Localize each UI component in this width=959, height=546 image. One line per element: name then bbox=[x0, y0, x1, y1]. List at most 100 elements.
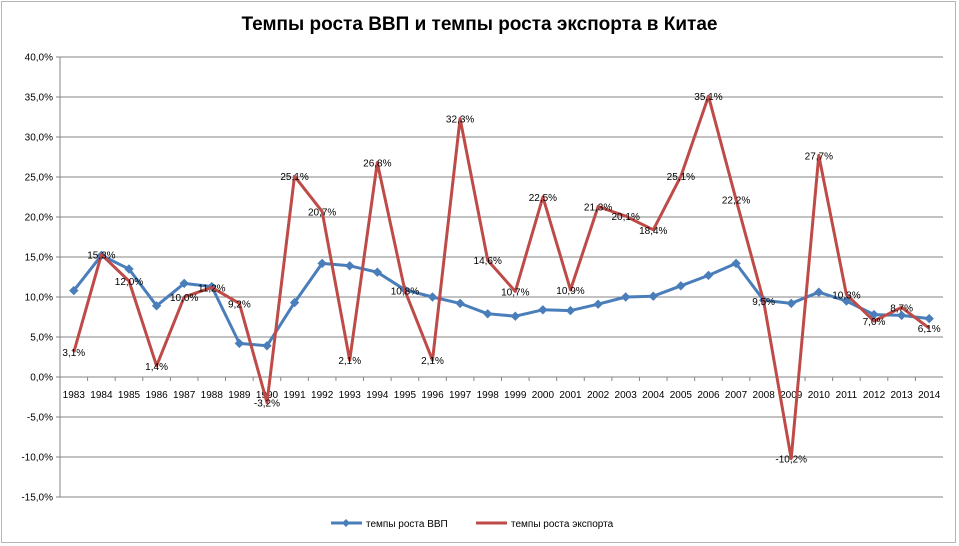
x-tick-label: 1989 bbox=[228, 390, 251, 401]
export-data-label: 11,2% bbox=[198, 283, 226, 294]
gdp-data-point bbox=[151, 301, 162, 311]
gdp-data-point bbox=[262, 341, 272, 351]
x-tick-label: 1985 bbox=[118, 390, 141, 401]
export-data-label: 1,4% bbox=[145, 362, 168, 373]
gdp-data-point bbox=[924, 313, 934, 324]
gdp-data-point bbox=[510, 311, 521, 321]
x-tick-label: 1999 bbox=[504, 390, 527, 401]
gdp-data-point bbox=[427, 292, 438, 302]
export-data-label: 10,7% bbox=[501, 287, 529, 298]
x-tick-label: 2014 bbox=[918, 390, 941, 401]
x-tick-label: 1988 bbox=[201, 390, 224, 401]
gdp-data-point bbox=[124, 264, 134, 274]
export-data-label: 2,1% bbox=[338, 356, 361, 367]
export-data-label: 22,2% bbox=[722, 195, 750, 206]
export-data-label: 12,0% bbox=[115, 277, 143, 288]
export-data-label: 2,1% bbox=[421, 356, 444, 367]
export-data-label: 10,3% bbox=[832, 291, 860, 302]
gdp-data-point bbox=[345, 261, 355, 271]
gdp-data-point bbox=[676, 281, 686, 291]
export-data-label: 3,1% bbox=[62, 348, 85, 359]
y-tick-label: 5,0% bbox=[30, 333, 53, 344]
y-tick-label: 10,0% bbox=[25, 293, 53, 304]
gdp-data-point bbox=[896, 310, 907, 321]
gdp-data-point bbox=[593, 299, 603, 309]
gdp-data-point bbox=[372, 267, 383, 277]
gdp-data-point bbox=[814, 287, 824, 297]
legend-gdp-label: темпы роста ВВП bbox=[366, 519, 448, 530]
y-tick-label: 15,0% bbox=[25, 253, 53, 264]
x-tick-label: 2003 bbox=[615, 390, 638, 401]
y-tick-label: 30,0% bbox=[25, 133, 53, 144]
x-tick-label: 1993 bbox=[339, 390, 362, 401]
export-data-label: 10,8% bbox=[391, 287, 419, 298]
export-data-label: 32,3% bbox=[446, 115, 474, 126]
export-data-label: 20,7% bbox=[308, 207, 336, 218]
y-tick-label: 25,0% bbox=[25, 173, 53, 184]
x-tick-label: 2006 bbox=[697, 390, 720, 401]
x-tick-label: 2009 bbox=[780, 390, 803, 401]
export-data-label: 8,7% bbox=[890, 303, 913, 314]
x-tick-label: 2010 bbox=[808, 390, 831, 401]
x-tick-label: 1991 bbox=[283, 390, 306, 401]
x-tick-label: 2002 bbox=[587, 390, 610, 401]
x-tick-label: 1996 bbox=[421, 390, 444, 401]
x-tick-label: 2008 bbox=[753, 390, 776, 401]
gdp-data-point bbox=[69, 285, 79, 296]
export-data-label: 10,0% bbox=[170, 293, 198, 304]
export-data-label: 21,3% bbox=[584, 203, 612, 214]
gdp-data-point bbox=[703, 270, 714, 281]
chart-title: Темпы роста ВВП и темпы роста экспорта в… bbox=[241, 14, 718, 35]
y-tick-label: 20,0% bbox=[25, 213, 53, 224]
export-data-label: 26,8% bbox=[363, 159, 391, 170]
gdp-data-point bbox=[648, 291, 658, 301]
export-data-label: 22,5% bbox=[529, 193, 557, 204]
x-tick-label: 1995 bbox=[394, 390, 417, 401]
export-data-label: 25,1% bbox=[280, 172, 308, 183]
export-data-label: 15,3% bbox=[87, 251, 115, 262]
x-tick-label: 1984 bbox=[90, 390, 113, 401]
y-tick-label: 40,0% bbox=[25, 53, 53, 64]
gdp-series-line bbox=[72, 253, 930, 348]
x-tick-label: 1987 bbox=[173, 390, 196, 401]
gdp-data-point bbox=[317, 258, 327, 269]
x-tick-label: 2005 bbox=[670, 390, 693, 401]
export-data-label: 7,0% bbox=[863, 317, 886, 328]
x-tick-label: 2001 bbox=[559, 390, 582, 401]
y-tick-label: 35,0% bbox=[25, 93, 53, 104]
export-data-label: 27,7% bbox=[805, 151, 833, 162]
y-tick-label: -15,0% bbox=[21, 493, 53, 504]
gdp-data-point bbox=[731, 258, 741, 269]
x-tick-label: 1992 bbox=[311, 390, 334, 401]
gdp-data-point bbox=[234, 338, 245, 349]
x-tick-label: 2012 bbox=[863, 390, 886, 401]
legend-export-label: темпы роста экспорта bbox=[511, 519, 614, 530]
gdp-data-point bbox=[482, 309, 493, 319]
x-tick-label: 1986 bbox=[145, 390, 168, 401]
x-tick-label: 2007 bbox=[725, 390, 748, 401]
export-data-label: 6,1% bbox=[918, 324, 941, 335]
export-data-label: -3,2% bbox=[254, 399, 280, 410]
x-tick-label: 1994 bbox=[366, 390, 389, 401]
export-data-label: 10,9% bbox=[556, 286, 584, 297]
gdp-data-point bbox=[179, 278, 189, 289]
export-data-label: 18,4% bbox=[639, 226, 667, 237]
x-tick-label: 1983 bbox=[63, 390, 86, 401]
gdp-data-point bbox=[786, 298, 796, 309]
export-series-line bbox=[72, 94, 931, 461]
export-data-label: 25,1% bbox=[667, 172, 695, 183]
x-tick-label: 2011 bbox=[836, 390, 858, 401]
x-tick-label: 1997 bbox=[449, 390, 472, 401]
x-tick-label: 1998 bbox=[477, 390, 500, 401]
export-data-label: 35,1% bbox=[694, 92, 722, 103]
x-tick-label: 2000 bbox=[532, 390, 555, 401]
export-data-label: 9,5% bbox=[752, 297, 775, 308]
gdp-data-point bbox=[565, 305, 576, 316]
gdp-data-point bbox=[620, 292, 631, 302]
gdp-data-point bbox=[841, 296, 852, 306]
x-tick-label: 2004 bbox=[642, 390, 665, 401]
legend-gdp-marker bbox=[342, 519, 350, 527]
y-tick-label: -5,0% bbox=[27, 413, 53, 424]
